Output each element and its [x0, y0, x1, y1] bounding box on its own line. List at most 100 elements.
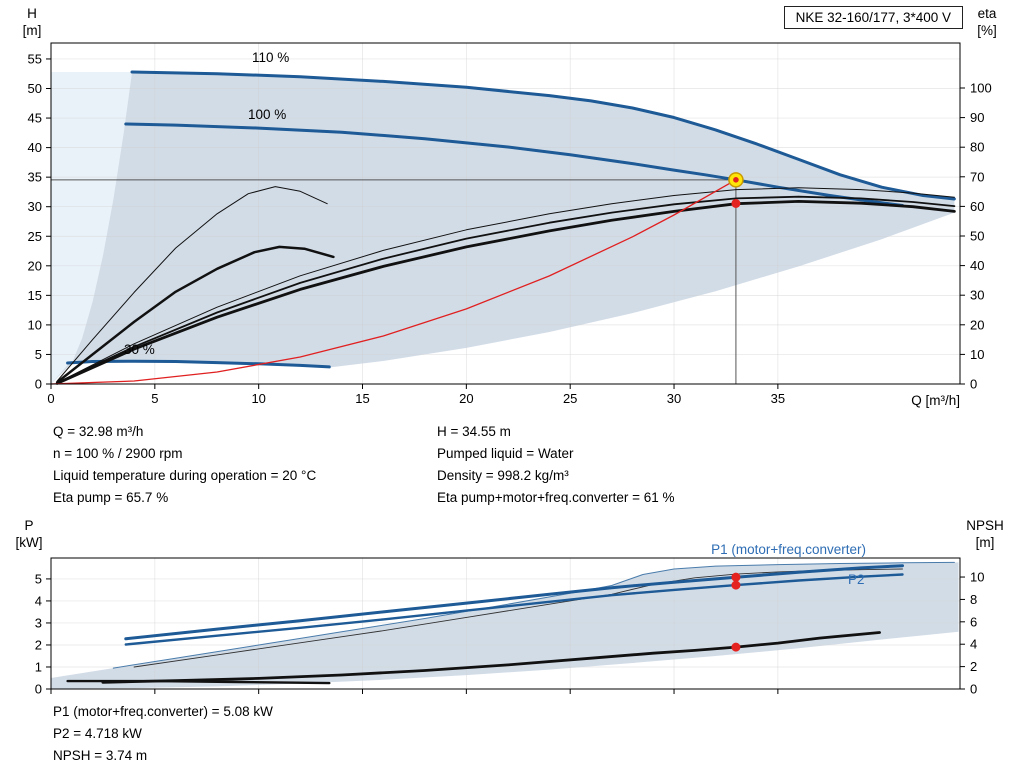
eta-pump-curve	[56, 187, 955, 384]
tick-label: 0	[47, 391, 54, 406]
liquid-temperature-text: Liquid temperature during operation = 20…	[53, 468, 317, 483]
npsh-axis-symbol: NPSH	[966, 518, 1004, 533]
eta-axis-symbol: eta	[977, 6, 997, 21]
eta-pump-text: Eta pump = 65.7 %	[53, 490, 169, 505]
tick-label: 55	[28, 51, 42, 66]
pumped-liquid-text: Pumped liquid = Water	[437, 446, 574, 461]
control-parabola-red	[50, 179, 737, 385]
npsh-result-text: NPSH = 3.74 m	[53, 748, 148, 763]
tick-label: 10	[970, 347, 984, 362]
power-envelope-area	[51, 562, 959, 689]
plot-frame	[50, 42, 961, 385]
eta-curve-reduced-thick	[55, 245, 335, 384]
tick-label: 45	[28, 111, 42, 126]
tick-label: 20	[28, 258, 42, 273]
tick-label: 2	[35, 637, 42, 652]
qh-curve-100pct	[124, 122, 904, 207]
npsh-curve	[101, 631, 881, 684]
tick-label: 1	[35, 659, 42, 674]
operating-envelope-area	[51, 72, 955, 384]
tick-label: 30	[667, 391, 681, 406]
tick-label: 15	[355, 391, 369, 406]
pump-title-box: NKE 32-160/177, 3*400 V	[783, 6, 963, 29]
tick-label: 15	[28, 288, 42, 303]
p1-curve-label: P1 (motor+freq.converter)	[711, 542, 866, 557]
eta-axis-label: eta [%]	[958, 5, 1016, 39]
tick-label: 25	[28, 229, 42, 244]
q-axis-label: Q [m³/h]	[911, 393, 960, 408]
eta-total-text: Eta pump+motor+freq.converter = 61 %	[437, 490, 675, 505]
p2-30pct-curve	[66, 679, 331, 685]
p2-duty-marker	[731, 580, 741, 590]
p-axis-unit: [kW]	[15, 535, 43, 550]
tick-label: 40	[970, 258, 984, 273]
tick-label: 3	[35, 615, 42, 630]
tick-label: 70	[970, 169, 984, 184]
npsh-duty-marker	[731, 642, 741, 652]
speed-text: n = 100 % / 2900 rpm	[53, 446, 183, 461]
h-axis-symbol: H	[27, 6, 37, 21]
duty-point-marker-center	[733, 177, 739, 183]
tick-label: 35	[771, 391, 785, 406]
tick-label: 6	[970, 614, 977, 629]
p1-result-text: P1 (motor+freq.converter) = 5.08 kW	[53, 704, 273, 719]
tick-label: 5	[35, 347, 42, 362]
operating-data-right: H = 34.55 m Pumped liquid = Water Densit…	[437, 421, 675, 509]
envelope-pale-area	[51, 72, 132, 384]
tick-label: 0	[970, 377, 977, 392]
speed-label-100: 100 %	[248, 107, 287, 122]
eta-curve-reduced-thin	[56, 186, 328, 382]
tick-label: 100	[970, 80, 992, 95]
tick-label: 25	[563, 391, 577, 406]
tick-label: 50	[970, 228, 984, 243]
result-data-block: P1 (motor+freq.converter) = 5.08 kW P2 =…	[53, 701, 273, 767]
tick-label: 35	[28, 170, 42, 185]
h-axis-unit: [m]	[22, 23, 42, 38]
tick-label: 30	[970, 288, 984, 303]
eta-axis-unit: [%]	[977, 23, 997, 38]
duty-head-text: H = 34.55 m	[437, 424, 511, 439]
tick-label: 4	[35, 593, 42, 608]
tick-label: 0	[970, 682, 977, 697]
envelope-upper-line	[112, 561, 955, 669]
p-axis-label: P [kW]	[6, 517, 52, 551]
speed-label-30: 30 %	[124, 342, 155, 357]
p2-curve	[124, 573, 904, 646]
h-axis-label: H [m]	[10, 5, 54, 39]
p1-duty-marker	[731, 572, 741, 582]
eta-total-duty-marker	[731, 198, 741, 208]
p2-result-text: P2 = 4.718 kW	[53, 726, 142, 741]
tick-label: 20	[970, 317, 984, 332]
tick-label: 40	[28, 140, 42, 155]
qh-curve-110pct	[130, 70, 956, 201]
tick-label: 60	[970, 199, 984, 214]
tick-label: 5	[151, 391, 158, 406]
speed-label-110: 110 %	[252, 50, 290, 65]
p1-curve	[124, 564, 904, 641]
tick-label: 90	[970, 110, 984, 125]
tick-label: 2	[970, 659, 977, 674]
tick-label: 8	[970, 592, 977, 607]
density-text: Density = 998.2 kg/m³	[437, 468, 569, 483]
tick-label: 50	[28, 81, 42, 96]
tick-label: 80	[970, 140, 984, 155]
eta-pump-motor-curve	[56, 195, 956, 384]
tick-label: 10	[970, 570, 984, 585]
tick-label: 30	[28, 199, 42, 214]
tick-label: 0	[35, 377, 42, 392]
plot-frame	[50, 557, 961, 690]
tick-label: 10	[251, 391, 265, 406]
operating-data-left: Q = 32.98 m³/h n = 100 % / 2900 rpm Liqu…	[53, 421, 316, 509]
npsh-axis-label: NPSH [m]	[952, 517, 1018, 551]
p2-curve-label: P2	[848, 572, 865, 587]
tick-label: 20	[459, 391, 473, 406]
p-axis-symbol: P	[24, 518, 34, 533]
eta-total-curve	[55, 200, 956, 385]
tick-label: 0	[35, 682, 42, 697]
npsh-axis-unit: [m]	[975, 535, 995, 550]
tick-label: 10	[28, 317, 42, 332]
tick-label: 4	[970, 637, 977, 652]
tick-label: 5	[35, 571, 42, 586]
duty-flow-text: Q = 32.98 m³/h	[53, 424, 144, 439]
